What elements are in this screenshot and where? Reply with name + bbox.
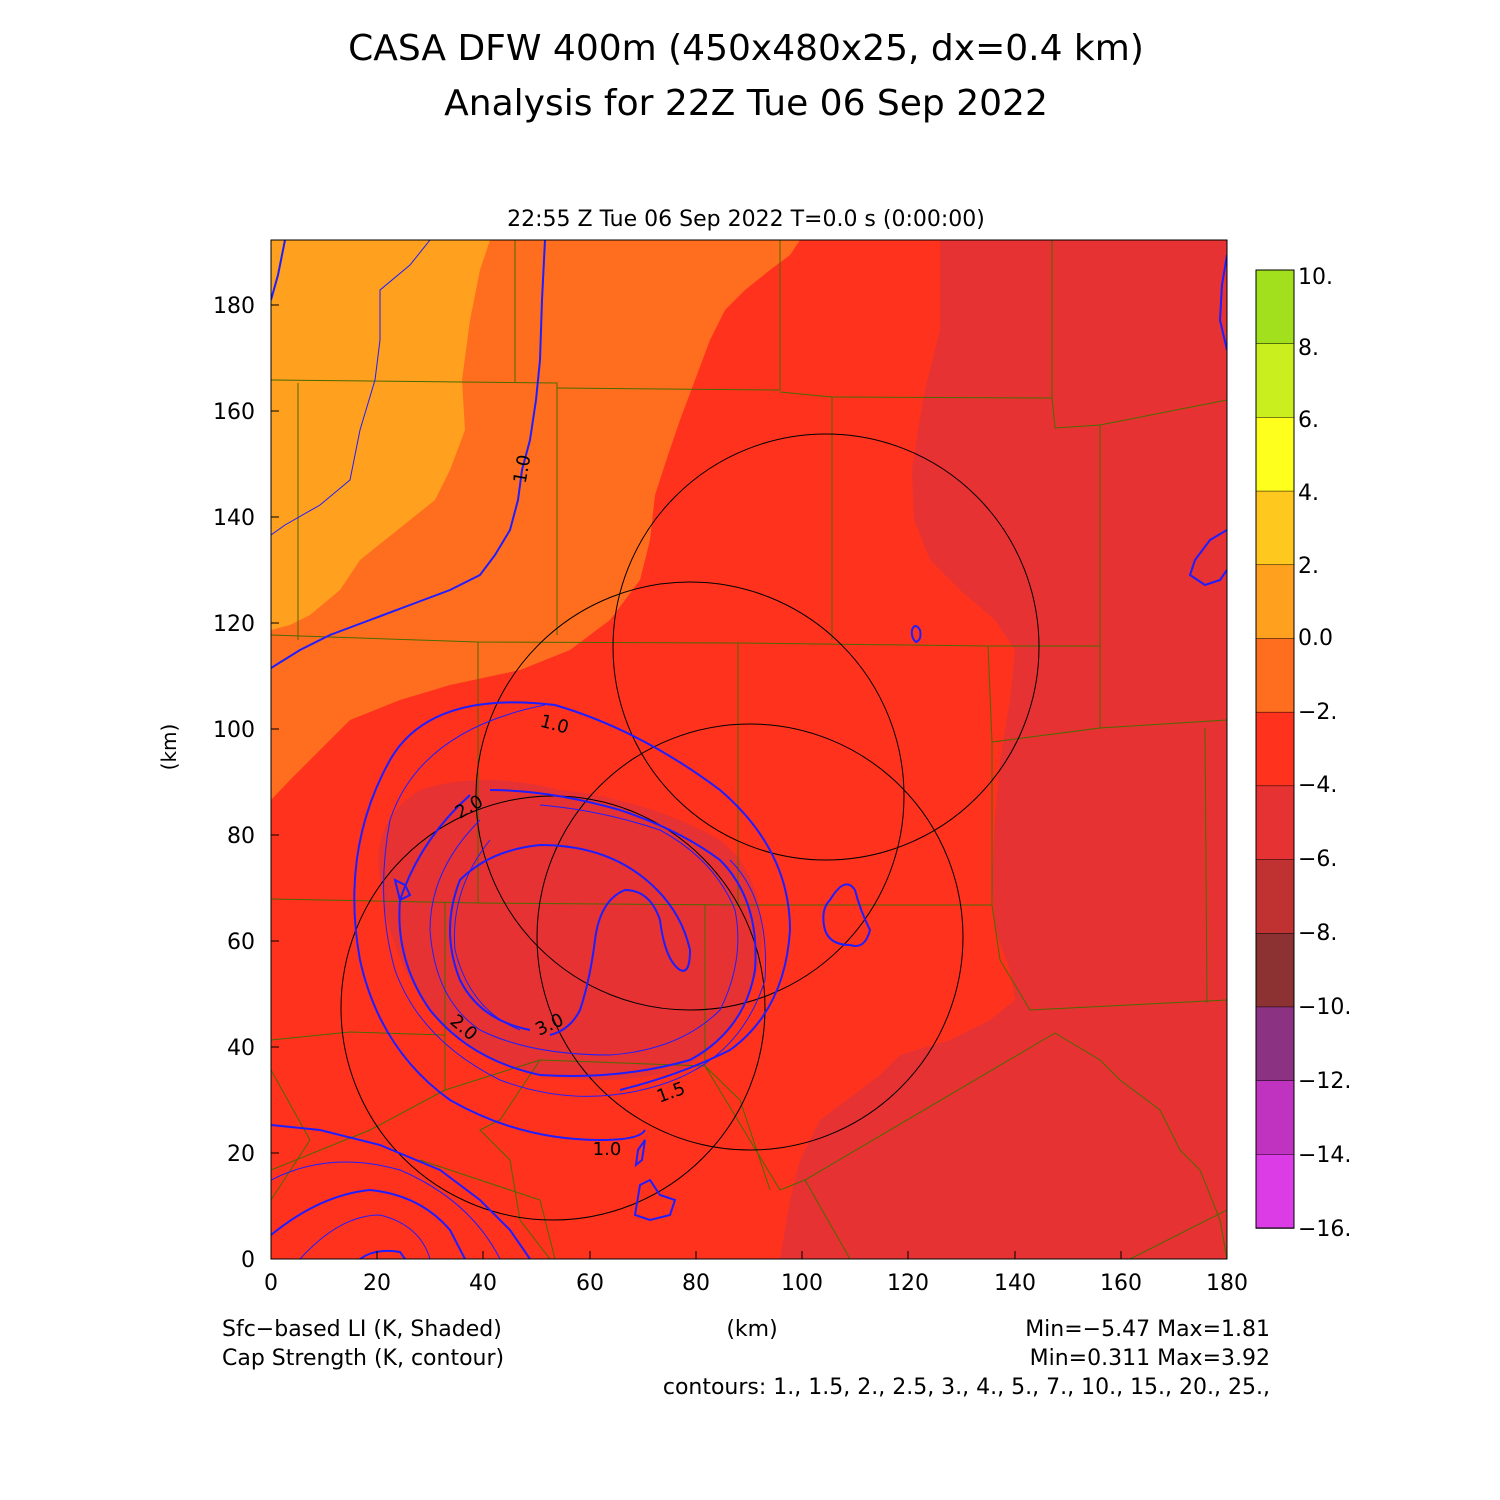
cap-contours <box>271 240 1227 1259</box>
colorbar-swatch <box>1255 1006 1295 1082</box>
contour-label: 1.0 <box>593 1139 622 1160</box>
map-plot: 1.0 1.0 2.0 2.0 3.0 1.5 1.0 <box>271 240 1227 1259</box>
axis-ticks <box>270 304 1228 1260</box>
y-tick-label: 180 <box>213 294 255 319</box>
colorbar: 10. 8. 6. 4. 2. 0.0 −2. −4. −6. −8. −10.… <box>1255 265 1351 1242</box>
colorbar-swatch <box>1255 711 1295 787</box>
footer-contour-field: Cap Strength (K, contour) <box>222 1346 504 1371</box>
colorbar-label: 4. <box>1298 481 1319 506</box>
colorbar-swatch <box>1255 1154 1295 1229</box>
x-tick-labels: 0 20 40 60 80 100 120 140 160 180 <box>264 1271 1248 1296</box>
colorbar-label: −14. <box>1298 1143 1351 1168</box>
colorbar-label: −6. <box>1298 847 1337 872</box>
footer-li-minmax: Min=−5.47 Max=1.81 <box>1025 1317 1270 1342</box>
li-shade-red-core <box>378 780 762 1080</box>
y-tick-label: 20 <box>227 1142 255 1167</box>
colorbar-label: 6. <box>1298 408 1319 433</box>
x-tick-label: 80 <box>682 1271 710 1296</box>
x-axis-label: (km) <box>726 1317 777 1342</box>
colorbar-label: −16. <box>1298 1217 1351 1242</box>
title-line2: Analysis for 22Z Tue 06 Sep 2022 <box>444 83 1048 124</box>
y-axis-label: (km) <box>157 724 181 771</box>
colorbar-swatch <box>1255 932 1295 1008</box>
x-tick-label: 120 <box>887 1271 929 1296</box>
y-tick-label: 60 <box>227 930 255 955</box>
colorbar-swatch <box>1255 564 1295 640</box>
x-tick-label: 100 <box>781 1271 823 1296</box>
x-tick-label: 180 <box>1206 1271 1248 1296</box>
colorbar-label: −10. <box>1298 995 1351 1020</box>
y-tick-label: 80 <box>227 824 255 849</box>
county-boundaries <box>271 240 1227 1259</box>
colorbar-labels: 10. 8. 6. 4. 2. 0.0 −2. −4. −6. −8. −10.… <box>1298 265 1351 1242</box>
footer-contour-levels: contours: 1., 1.5, 2., 2.5, 3., 4., 5., … <box>663 1375 1270 1400</box>
colorbar-label: −4. <box>1298 773 1337 798</box>
colorbar-label: 10. <box>1298 265 1333 290</box>
colorbar-swatch <box>1255 785 1295 861</box>
y-tick-label: 140 <box>213 506 255 531</box>
colorbar-swatch <box>1255 343 1295 419</box>
colorbar-frame <box>1255 269 1295 1229</box>
colorbar-label: −12. <box>1298 1069 1351 1094</box>
footer-cap-minmax: Min=0.311 Max=3.92 <box>1030 1346 1270 1371</box>
colorbar-label: 2. <box>1298 554 1319 579</box>
x-tick-label: 60 <box>576 1271 604 1296</box>
y-tick-label: 100 <box>213 718 255 743</box>
colorbar-label: −2. <box>1298 700 1337 725</box>
y-tick-label: 0 <box>241 1248 255 1273</box>
colorbar-label: −8. <box>1298 921 1337 946</box>
y-tick-labels: 0 20 40 60 80 100 120 140 160 180 <box>213 294 255 1273</box>
colorbar-swatch <box>1255 490 1295 566</box>
colorbar-label: 0.0 <box>1298 626 1333 651</box>
colorbar-swatch <box>1255 1080 1295 1156</box>
li-shade-light-orange <box>271 240 490 630</box>
x-tick-label: 20 <box>363 1271 391 1296</box>
radar-rings <box>340 433 1040 1221</box>
x-tick-label: 140 <box>994 1271 1036 1296</box>
y-tick-label: 120 <box>213 612 255 637</box>
colorbar-swatch <box>1255 859 1295 934</box>
colorbar-swatch <box>1255 269 1295 345</box>
colorbar-swatch <box>1255 417 1295 492</box>
x-tick-label: 160 <box>1100 1271 1142 1296</box>
footer: Sfc−based LI (K, Shaded) Cap Strength (K… <box>222 1317 1270 1400</box>
x-tick-label: 0 <box>264 1271 278 1296</box>
footer-shaded-field: Sfc−based LI (K, Shaded) <box>222 1317 502 1342</box>
y-tick-label: 40 <box>227 1036 255 1061</box>
title-line1: CASA DFW 400m (450x480x25, dx=0.4 km) <box>348 28 1144 69</box>
plot-subtitle: 22:55 Z Tue 06 Sep 2022 T=0.0 s (0:00:00… <box>507 207 985 232</box>
y-tick-label: 160 <box>213 400 255 425</box>
contour-label: 1.0 <box>510 453 536 485</box>
plot-frame <box>270 239 1228 1260</box>
colorbar-label: 8. <box>1298 336 1319 361</box>
colorbar-swatch <box>1255 638 1295 713</box>
colorbar-swatches <box>1255 269 1295 1229</box>
x-tick-label: 40 <box>469 1271 497 1296</box>
